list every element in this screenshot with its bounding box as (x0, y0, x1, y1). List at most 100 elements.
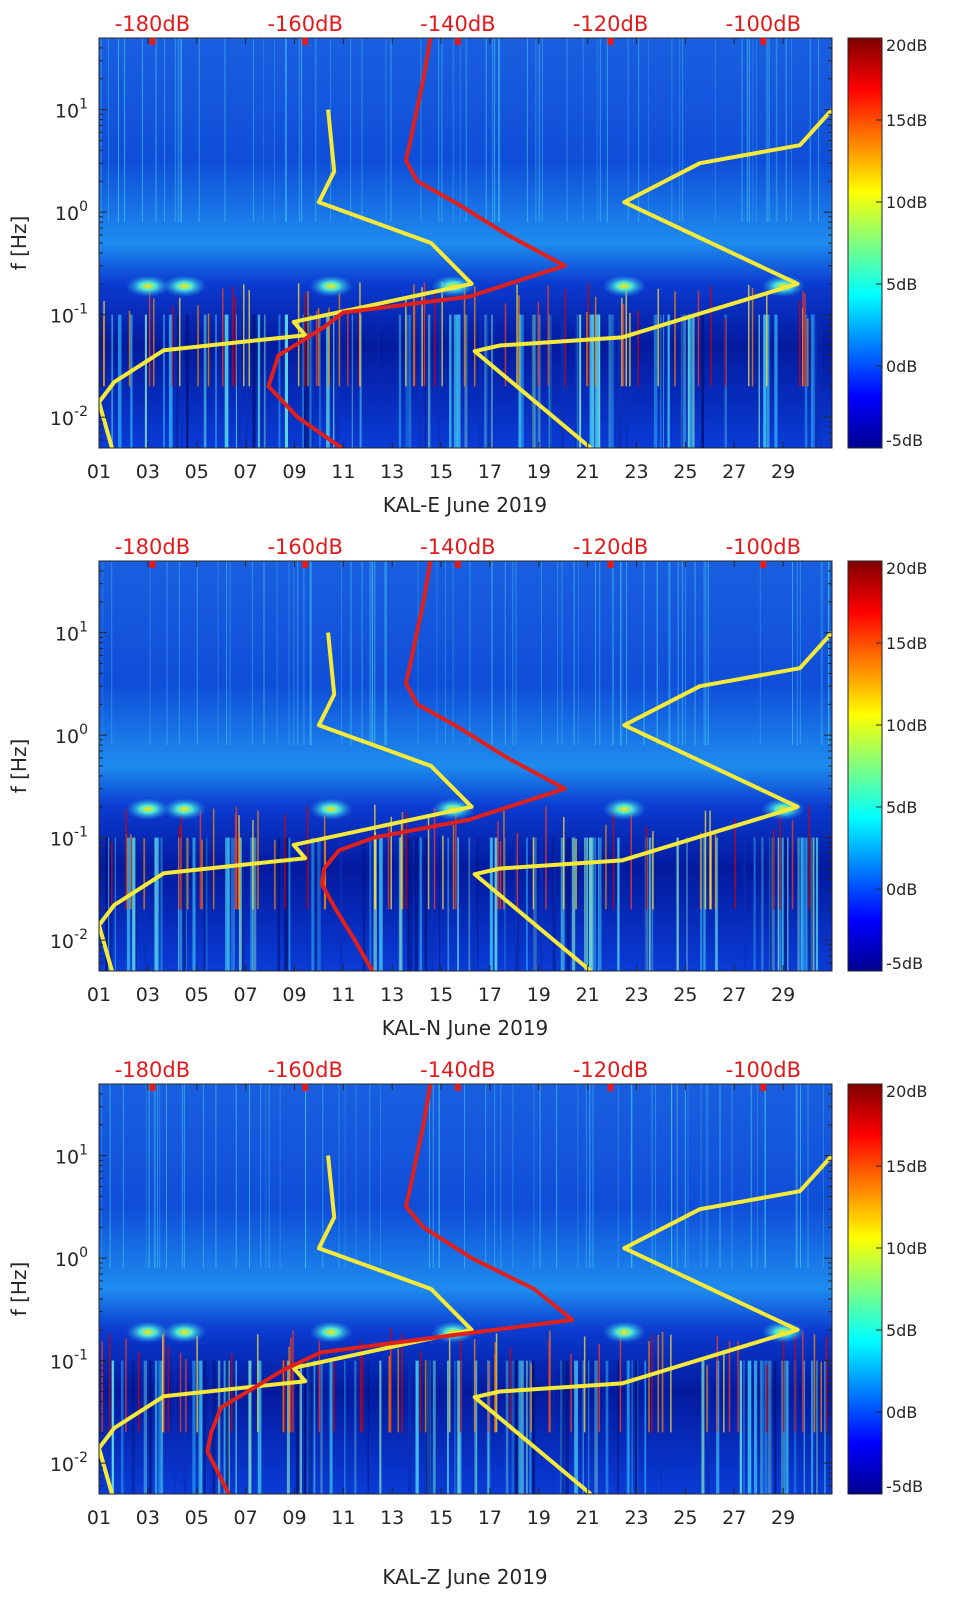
median-psd-line (320, 561, 567, 971)
spectrogram-streak (684, 561, 686, 746)
event-spike (231, 1353, 233, 1433)
spectrogram-stripe (424, 837, 428, 971)
spectrogram-stripe (584, 837, 588, 971)
spectrogram-stripe (143, 837, 147, 971)
event-spike (773, 829, 775, 910)
spectrogram-streak (380, 1084, 381, 1269)
spectrogram-streak (700, 1084, 702, 1269)
db-axis-label: -180dB (115, 12, 190, 36)
spectrogram-streak (252, 38, 254, 223)
x-tick-label: 19 (527, 1507, 551, 1529)
microseism-peak (162, 1321, 207, 1344)
spectrogram-streak (677, 561, 679, 746)
db-axis-label: -180dB (115, 1058, 190, 1082)
spectrogram-streak (322, 1084, 324, 1269)
spectrogram-streak (498, 38, 500, 223)
spectrogram-stripe (663, 314, 665, 448)
nlnm-line (99, 1155, 474, 1494)
spectrogram-streak (655, 1084, 657, 1269)
spectrogram-stripe (626, 1360, 629, 1494)
spectrogram-stripe (588, 1360, 590, 1494)
event-spike (629, 312, 631, 387)
event-spike (734, 818, 736, 910)
event-spike (387, 822, 390, 910)
event-spike (153, 298, 155, 387)
spectrogram-stripe (160, 837, 163, 971)
spectrogram-streak (164, 38, 165, 223)
spectrogram-streak (285, 38, 287, 223)
spectrogram-streak (705, 1084, 707, 1269)
event-spike (288, 1346, 290, 1433)
spectrogram-stripe (816, 1360, 818, 1494)
db-axis-label: -120dB (573, 1058, 648, 1082)
spectrogram-stripe (468, 837, 471, 971)
spectrogram-stripe (351, 314, 353, 448)
colorbar-tick-label: 10dB (886, 1239, 928, 1258)
spectrogram-streak (159, 1084, 161, 1269)
spectrogram-stripe (521, 1360, 524, 1494)
event-spike (103, 318, 105, 387)
event-spike (374, 832, 377, 910)
event-spike (779, 807, 781, 910)
spectrogram-stripe (178, 837, 180, 971)
event-spike (545, 806, 547, 910)
spectrogram-stripe (299, 1360, 302, 1494)
spectrogram-stripe (484, 314, 488, 448)
spectrogram-stripe (160, 1360, 164, 1494)
spectrogram-stripe (777, 837, 779, 971)
event-spike (318, 1341, 321, 1433)
spectrogram-stripe (676, 837, 679, 971)
event-spike (448, 1335, 451, 1433)
spectrogram-stripe (457, 314, 460, 448)
spectrogram-stripe (339, 837, 343, 971)
spectrogram-stripe (797, 837, 800, 971)
x-tick-label: 03 (136, 1507, 160, 1529)
event-spike (148, 286, 151, 387)
spectrogram-stripe (815, 314, 819, 448)
spectrogram-streak (684, 1084, 686, 1269)
spectrogram-stripe (198, 1360, 200, 1494)
spectrogram-stripe (531, 314, 535, 448)
spectrogram-streak (585, 1084, 587, 1269)
event-spike (704, 810, 707, 910)
spectrogram-stripe (659, 314, 662, 448)
spectrogram-streak (671, 1084, 672, 1269)
spectrogram-stripe (107, 837, 110, 971)
spectrogram-streak (315, 38, 317, 223)
spectrogram-streak (226, 561, 228, 746)
event-spike (441, 281, 443, 387)
event-spike (605, 824, 607, 910)
event-spike (807, 318, 809, 387)
event-spike (128, 310, 131, 387)
spectrogram-stripe (283, 314, 285, 448)
spectrogram-stripe (489, 837, 493, 971)
x-tick-label: 05 (185, 1507, 209, 1529)
x-tick-label: 19 (527, 461, 551, 483)
spectrogram-stripe (582, 1360, 584, 1494)
event-spike (162, 1334, 164, 1433)
spectrogram-stripe (649, 837, 651, 971)
db-axis-label: -160dB (267, 1058, 342, 1082)
spectrogram-streak (465, 38, 467, 223)
spectrogram-stripe (824, 1360, 826, 1494)
x-tick-label: 07 (234, 461, 258, 483)
spectrogram-streak (369, 1084, 371, 1269)
spectrogram-streak (823, 1084, 824, 1269)
spectrogram-streak (441, 38, 443, 223)
spectrogram-stripe (326, 314, 330, 448)
spectrogram-streak (731, 1084, 733, 1269)
spectrogram-streak (599, 38, 601, 223)
spectrogram-stripe (644, 1360, 647, 1494)
spectrogram-streak (512, 561, 514, 746)
event-spike (359, 1339, 362, 1433)
event-spike (518, 295, 520, 387)
spectrogram-stripe (438, 837, 441, 971)
event-spike (400, 822, 403, 910)
event-spike (503, 810, 505, 910)
spectrogram-stripe (454, 1360, 456, 1494)
spectrogram-stripe (618, 314, 622, 448)
spectrogram-streak (178, 561, 180, 746)
heatmap-image (99, 38, 832, 448)
spectrogram-streak (541, 38, 543, 223)
heatmap-image (99, 561, 832, 971)
